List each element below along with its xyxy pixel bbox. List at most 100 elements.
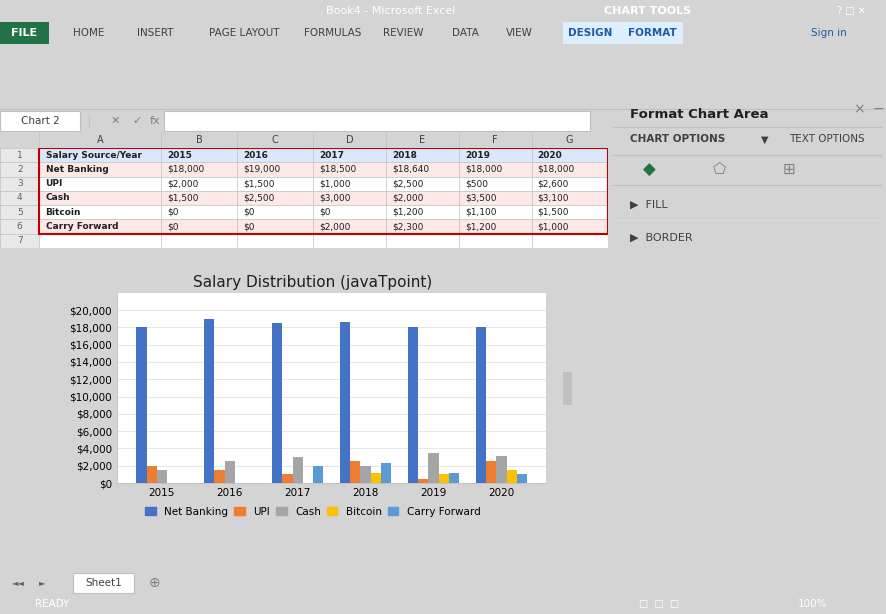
Bar <box>531 234 607 248</box>
Bar <box>563 22 682 44</box>
Text: $1,000: $1,000 <box>319 179 350 188</box>
Text: $18,000: $18,000 <box>537 165 574 174</box>
Text: $1,100: $1,100 <box>464 208 496 217</box>
Text: 2017: 2017 <box>319 150 344 160</box>
Text: Sheet1: Sheet1 <box>85 578 121 588</box>
Text: $1,000: $1,000 <box>537 222 569 231</box>
Text: $1,500: $1,500 <box>537 208 569 217</box>
Bar <box>531 177 607 191</box>
Bar <box>458 162 531 177</box>
Text: ►: ► <box>39 578 46 588</box>
Bar <box>458 191 531 205</box>
Text: A: A <box>97 135 104 145</box>
Text: FORMULAS: FORMULAS <box>304 28 361 38</box>
Text: ▶  FILL: ▶ FILL <box>629 200 667 210</box>
Text: $2,000: $2,000 <box>392 193 423 203</box>
Text: Sign in: Sign in <box>811 28 846 38</box>
Text: $0: $0 <box>167 222 178 231</box>
Text: ? □ ✕: ? □ ✕ <box>836 6 865 16</box>
Text: $1,200: $1,200 <box>464 222 495 231</box>
Text: DESIGN: DESIGN <box>567 28 611 38</box>
Text: G: G <box>565 135 572 145</box>
Bar <box>161 219 237 234</box>
Bar <box>237 234 313 248</box>
Bar <box>161 191 237 205</box>
Bar <box>313 466 323 483</box>
Bar <box>40 162 161 177</box>
Text: B: B <box>196 135 202 145</box>
Bar <box>506 470 517 483</box>
Text: $1,500: $1,500 <box>243 179 275 188</box>
Text: ⊞: ⊞ <box>782 162 795 177</box>
Bar <box>486 460 496 483</box>
Bar <box>237 219 313 234</box>
Bar <box>146 466 157 483</box>
Text: 4: 4 <box>17 193 22 203</box>
Bar <box>385 162 458 177</box>
Bar <box>272 323 282 483</box>
Bar <box>408 327 418 483</box>
Bar <box>40 205 161 219</box>
Text: VIEW: VIEW <box>505 28 532 38</box>
Text: $1,200: $1,200 <box>392 208 423 217</box>
Bar <box>237 191 313 205</box>
Bar <box>157 470 167 483</box>
Bar <box>40 191 161 205</box>
Text: INSERT: INSERT <box>136 28 174 38</box>
Bar <box>531 191 607 205</box>
Text: $3,500: $3,500 <box>464 193 496 203</box>
Text: $2,500: $2,500 <box>392 179 423 188</box>
Text: 2: 2 <box>17 165 22 174</box>
Text: Carry Forward: Carry Forward <box>45 222 118 231</box>
Bar <box>161 162 237 177</box>
Bar <box>458 205 531 219</box>
Bar <box>496 456 506 483</box>
Bar <box>313 162 385 177</box>
Bar <box>531 148 607 162</box>
Bar <box>224 461 235 483</box>
Bar <box>458 219 531 234</box>
Text: 3: 3 <box>17 179 23 188</box>
Text: │: │ <box>85 114 92 128</box>
Text: $2,600: $2,600 <box>537 179 569 188</box>
Text: $18,640: $18,640 <box>392 165 429 174</box>
Bar <box>385 148 458 162</box>
Bar <box>313 219 385 234</box>
Text: fx: fx <box>150 116 160 126</box>
Text: Salary Distribution (javaTpoint): Salary Distribution (javaTpoint) <box>193 275 432 290</box>
Bar <box>380 463 391 483</box>
Text: $2,300: $2,300 <box>392 222 423 231</box>
Text: READY: READY <box>35 599 70 609</box>
Text: ◄◄: ◄◄ <box>12 578 25 588</box>
Text: PAGE LAYOUT: PAGE LAYOUT <box>208 28 279 38</box>
Text: 2016: 2016 <box>243 150 268 160</box>
Text: ⬠: ⬠ <box>712 162 725 177</box>
Bar <box>339 322 350 483</box>
Bar <box>418 479 428 483</box>
Text: ⊕: ⊕ <box>149 576 160 590</box>
Bar <box>531 162 607 177</box>
Text: 7: 7 <box>17 236 23 246</box>
Bar <box>161 205 237 219</box>
Text: −: − <box>872 102 883 116</box>
Bar <box>161 234 237 248</box>
Text: FORMAT: FORMAT <box>627 28 675 38</box>
Text: 2018: 2018 <box>392 150 416 160</box>
Text: F: F <box>492 135 497 145</box>
Text: Format Chart Area: Format Chart Area <box>629 108 767 121</box>
Text: □  □  □: □ □ □ <box>638 599 678 609</box>
Bar <box>360 466 370 483</box>
Bar <box>40 148 607 234</box>
Text: Salary Source/Year: Salary Source/Year <box>45 150 142 160</box>
Bar <box>428 453 439 483</box>
Text: $0: $0 <box>319 208 330 217</box>
Text: 5: 5 <box>17 208 23 217</box>
Text: Cash: Cash <box>45 193 70 203</box>
Text: E: E <box>419 135 425 145</box>
Text: DATA: DATA <box>452 28 478 38</box>
Bar <box>0 219 40 234</box>
Bar <box>563 372 571 405</box>
Text: ✕: ✕ <box>111 116 120 126</box>
Bar <box>40 234 161 248</box>
Text: ✓: ✓ <box>133 116 142 126</box>
